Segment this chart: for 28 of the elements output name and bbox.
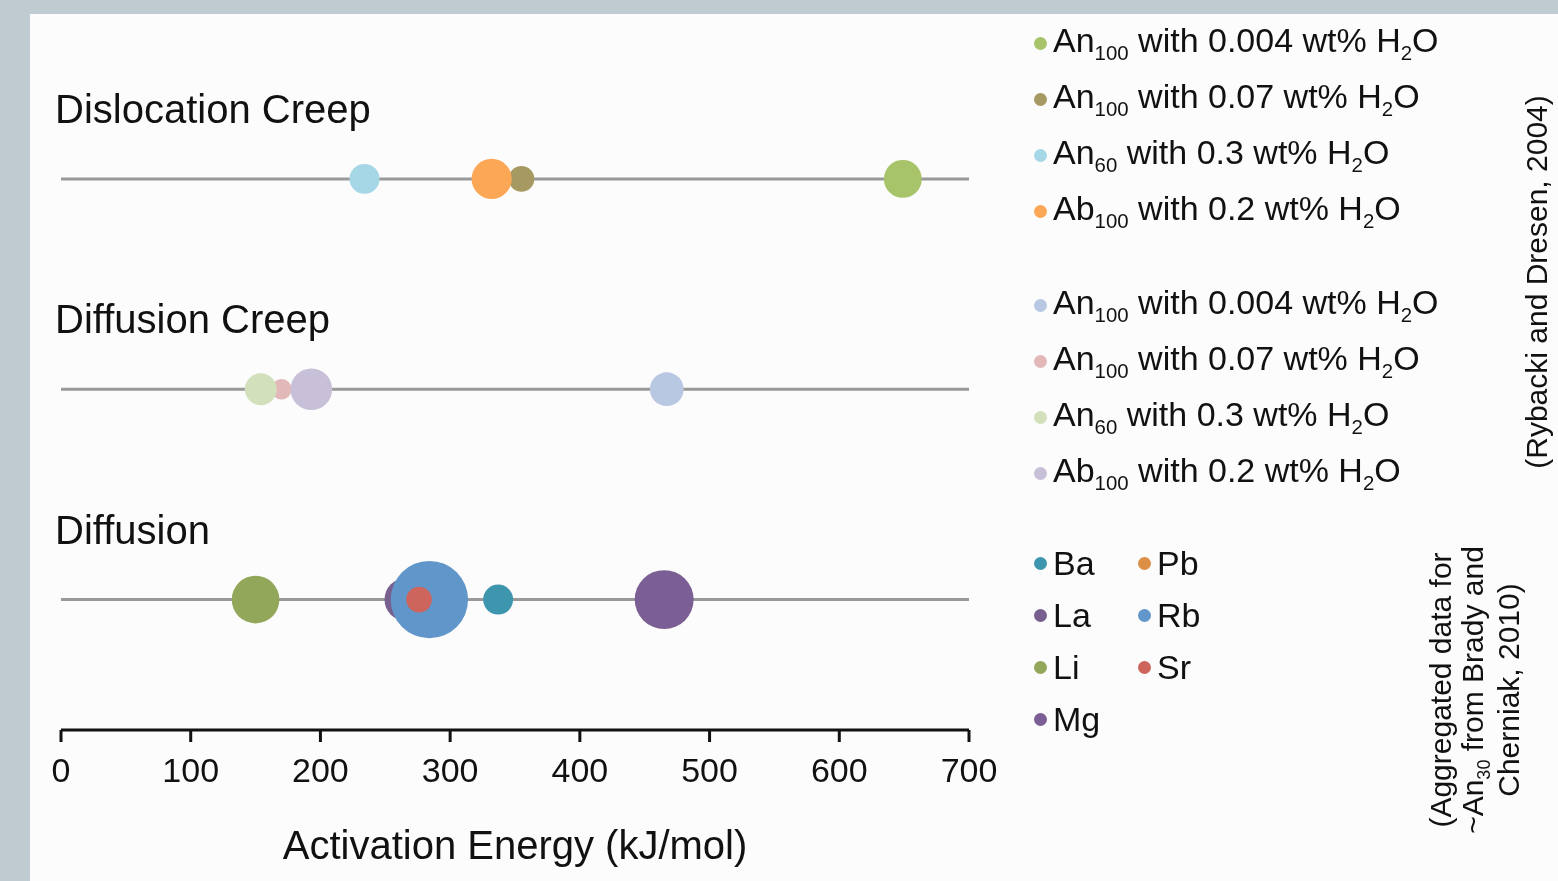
legend-label: Li <box>1053 647 1080 687</box>
legend-label: Pb <box>1157 543 1199 583</box>
text: (Rybacki and Dresen, 2004) <box>1520 95 1554 469</box>
legend-label: La <box>1053 595 1091 635</box>
x-tick-label: 100 <box>162 751 220 790</box>
x-axis-title: Activation Energy (kJ/mol) <box>282 823 748 867</box>
legend-label: Rb <box>1157 595 1201 635</box>
legend-label: An$_{100}$ with 0.07 wt% H$_{2}$O <box>1053 339 1420 383</box>
x-tick-label: 300 <box>421 751 479 790</box>
legend-label: An$_{100}$ with 0.07 wt% H$_{2}$O <box>1053 77 1420 121</box>
legend-label: An$_{100}$ with 0.004 wt% H$_{2}$O <box>1053 283 1439 327</box>
y-tick-label: Dislocation Creep <box>55 86 371 132</box>
legend-label: Mg <box>1053 699 1101 739</box>
legend-label: Ba <box>1053 543 1095 583</box>
legend-label: An$_{100}$ with 0.004 wt% H$_{2}$O <box>1053 21 1439 65</box>
x-tick-label: 500 <box>681 751 738 790</box>
x-tick-label: 400 <box>551 751 609 790</box>
y-tick-label: Diffusion Creep <box>55 297 330 343</box>
x-tick-label: 200 <box>292 751 349 790</box>
y-tick-label: Diffusion <box>55 507 210 553</box>
legend-label: Sr <box>1157 647 1191 687</box>
legend-label: Ab$_{100}$ with 0.2 wt% H$_{2}$O <box>1053 189 1401 233</box>
legend-label: An$_{60}$ with 0.3 wt% H$_{2}$O <box>1053 395 1390 439</box>
legend-label: An$_{60}$ with 0.3 wt% H$_{2}$O <box>1053 133 1390 177</box>
x-tick-label: 600 <box>810 751 868 790</box>
x-tick-label: 700 <box>940 751 998 790</box>
legend-label: Ab$_{100}$ with 0.2 wt% H$_{2}$O <box>1053 451 1401 495</box>
x-tick-label: 0 <box>51 751 71 790</box>
